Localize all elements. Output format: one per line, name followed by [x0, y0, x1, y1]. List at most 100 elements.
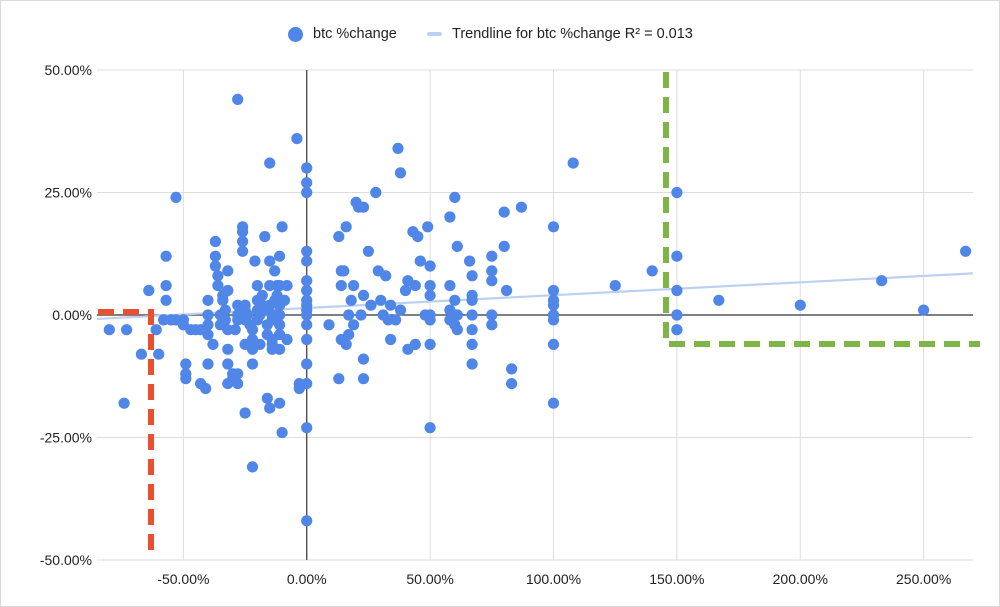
data-point[interactable] — [251, 280, 263, 292]
data-point[interactable] — [609, 280, 621, 292]
data-point[interactable] — [451, 240, 463, 252]
data-point[interactable] — [229, 324, 241, 336]
data-point[interactable] — [340, 338, 352, 350]
data-point[interactable] — [301, 319, 313, 331]
data-point[interactable] — [237, 235, 249, 248]
data-point[interactable] — [276, 221, 288, 233]
data-point[interactable] — [232, 93, 244, 105]
data-point[interactable] — [409, 280, 421, 292]
data-point[interactable] — [394, 167, 407, 179]
data-point[interactable] — [135, 348, 147, 360]
data-point[interactable] — [301, 284, 313, 297]
data-point[interactable] — [390, 314, 402, 326]
data-point[interactable] — [515, 201, 528, 213]
data-point[interactable] — [466, 338, 478, 350]
data-point[interactable] — [209, 250, 221, 262]
data-point[interactable] — [671, 186, 683, 199]
data-point[interactable] — [333, 231, 345, 243]
data-point[interactable] — [222, 265, 234, 277]
data-point[interactable] — [219, 304, 231, 316]
data-point[interactable] — [274, 309, 286, 321]
data-point[interactable] — [547, 397, 560, 409]
data-point[interactable] — [232, 378, 244, 390]
data-point[interactable] — [232, 368, 244, 380]
data-point[interactable] — [212, 270, 224, 282]
data-point[interactable] — [222, 284, 234, 297]
data-point[interactable] — [424, 260, 436, 272]
data-point[interactable] — [357, 201, 370, 213]
data-point[interactable] — [394, 304, 407, 316]
data-point[interactable] — [444, 280, 456, 292]
data-point[interactable] — [246, 461, 259, 473]
data-point[interactable] — [646, 265, 658, 277]
data-point[interactable] — [202, 294, 214, 306]
data-point[interactable] — [671, 324, 683, 336]
data-point[interactable] — [276, 427, 288, 439]
data-point[interactable] — [301, 186, 313, 199]
data-point[interactable] — [424, 338, 436, 350]
data-point[interactable] — [143, 284, 155, 297]
data-point[interactable] — [422, 221, 434, 233]
data-point[interactable] — [348, 319, 360, 331]
data-point[interactable] — [323, 319, 335, 331]
data-point[interactable] — [506, 378, 518, 390]
data-point[interactable] — [392, 142, 404, 154]
data-point[interactable] — [486, 265, 498, 277]
data-point[interactable] — [217, 294, 229, 306]
data-point[interactable] — [357, 373, 370, 385]
data-point[interactable] — [301, 177, 313, 189]
data-point[interactable] — [241, 309, 254, 321]
data-point[interactable] — [466, 309, 478, 321]
data-point[interactable] — [333, 373, 345, 385]
data-point[interactable] — [343, 329, 355, 341]
data-point[interactable] — [547, 314, 560, 326]
data-point[interactable] — [219, 314, 231, 326]
data-point[interactable] — [160, 294, 172, 306]
data-point[interactable] — [118, 397, 130, 409]
data-point[interactable] — [357, 353, 370, 365]
data-point[interactable] — [301, 333, 313, 346]
data-point[interactable] — [301, 378, 313, 390]
data-point[interactable] — [671, 309, 683, 321]
data-point[interactable] — [103, 324, 115, 336]
data-point[interactable] — [370, 186, 382, 199]
data-point[interactable] — [222, 358, 234, 370]
data-point[interactable] — [269, 265, 281, 277]
data-point[interactable] — [281, 333, 293, 346]
data-point[interactable] — [464, 255, 476, 267]
data-point[interactable] — [466, 270, 478, 282]
data-point[interactable] — [794, 299, 806, 311]
data-point[interactable] — [340, 221, 352, 233]
data-point[interactable] — [466, 358, 478, 370]
data-point[interactable] — [375, 294, 387, 306]
data-point[interactable] — [200, 382, 212, 395]
data-point[interactable] — [357, 289, 370, 301]
data-point[interactable] — [237, 226, 249, 238]
data-point[interactable] — [449, 294, 461, 306]
data-point[interactable] — [338, 265, 350, 277]
data-point[interactable] — [160, 250, 172, 262]
data-point[interactable] — [365, 299, 377, 311]
data-point[interactable] — [567, 157, 579, 169]
data-point[interactable] — [486, 275, 498, 287]
data-point[interactable] — [202, 309, 214, 321]
data-point[interactable] — [274, 343, 286, 355]
data-point[interactable] — [345, 294, 357, 306]
data-point[interactable] — [209, 235, 221, 248]
data-point[interactable] — [506, 363, 518, 375]
data-point[interactable] — [150, 324, 162, 336]
data-point[interactable] — [547, 221, 560, 233]
data-point[interactable] — [237, 245, 249, 257]
data-point[interactable] — [301, 309, 313, 321]
data-point[interactable] — [412, 231, 424, 243]
data-point[interactable] — [256, 289, 268, 301]
data-point[interactable] — [466, 324, 478, 336]
data-point[interactable] — [246, 358, 259, 370]
data-point[interactable] — [362, 245, 374, 257]
data-point[interactable] — [486, 250, 498, 262]
data-point[interactable] — [209, 260, 221, 272]
data-point[interactable] — [713, 294, 725, 306]
data-point[interactable] — [424, 314, 436, 326]
data-point[interactable] — [399, 284, 412, 297]
data-point[interactable] — [876, 275, 888, 287]
